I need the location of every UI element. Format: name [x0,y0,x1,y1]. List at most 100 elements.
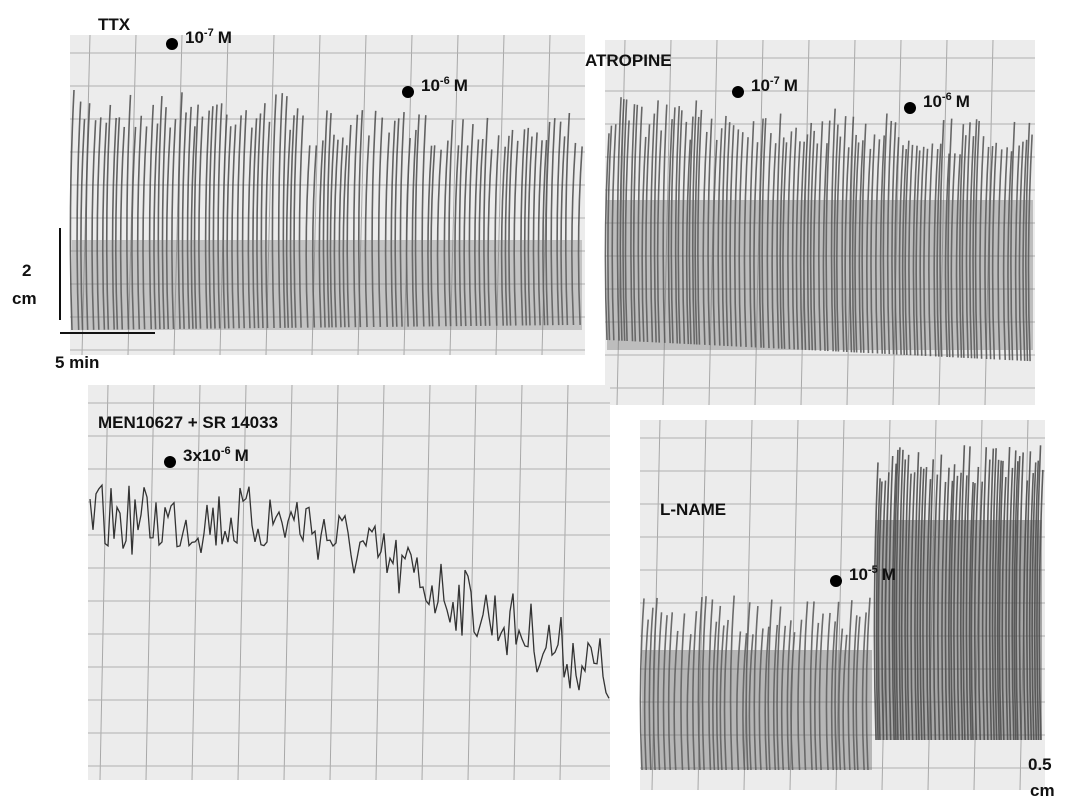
trace-stroke [939,120,945,357]
trace-stroke [114,117,121,330]
trace-stroke [1026,451,1032,741]
trace-stroke [780,625,787,771]
trace-stroke [1008,467,1014,741]
trace-stroke [542,139,548,326]
trace-stroke [981,447,988,741]
trace-stroke [776,113,782,349]
trace-stroke [662,615,668,771]
trace-stroke [761,118,767,348]
trace-stroke [894,137,900,355]
trace-stroke [985,459,991,741]
trace-stroke [342,145,348,328]
trace-stroke [806,122,813,351]
trace-stroke [972,119,978,359]
trace-stroke [637,106,643,342]
trace-stroke [265,121,271,329]
trace-stroke [719,625,725,771]
scale-unit: cm [1030,781,1055,800]
trace-stroke [947,118,953,358]
trace-stroke [76,101,82,330]
trace-band [642,650,872,770]
trace-stroke [305,145,311,328]
trace-stroke [749,121,755,348]
trace-stroke [384,132,390,327]
trace-stroke [771,143,777,349]
trace-stroke [984,146,990,360]
trace-stroke [919,146,925,356]
trace-stroke [1028,473,1035,741]
trace-stroke [941,481,947,741]
trace-stroke [888,455,894,741]
trace-stroke [1014,145,1021,361]
trace-stroke [748,634,754,771]
trace-stroke [948,480,954,741]
scale-unit: cm [12,289,37,308]
trace-stroke [904,454,910,741]
trace-stroke [697,109,703,345]
trace-stroke [550,118,556,326]
trace-stroke [779,137,785,349]
trace-stroke [830,108,836,352]
trace-stroke [767,599,773,771]
trace-stroke [537,140,543,326]
trace-stroke [630,104,636,342]
scale-value: 0.5 [1028,755,1052,774]
trace-stroke [624,120,630,342]
trace-stroke [448,119,454,327]
dose-label: 10-7 M [751,75,798,95]
trace-stroke [662,104,668,343]
trace-stroke [822,143,828,351]
trace-stroke [483,117,489,326]
dose-base: 10 [849,565,868,584]
trace-stroke [674,105,681,344]
trace-stroke [753,606,759,771]
trace-band [72,240,582,330]
trace-stroke [830,621,837,771]
trace-stroke [131,126,137,330]
trace-stroke [873,462,879,741]
trace-stroke [494,135,500,326]
dose-unit: M [454,76,468,95]
paper-grid [495,34,505,356]
trace-stroke [933,149,939,357]
trace-stroke [96,117,102,330]
scale-value: 2 [22,261,31,280]
trace-stroke [953,475,959,741]
trace-stroke [652,597,658,771]
dose-marker [732,86,744,98]
dose-base: 10 [751,76,770,95]
trace-stroke [994,459,1000,741]
trace-stroke [861,612,867,771]
trace-stroke [988,145,994,360]
trace-stroke [504,135,510,326]
trace-stroke [877,481,883,741]
trace-stroke [523,127,530,326]
trace-stroke [955,154,961,358]
trace-stroke [906,473,912,741]
trace-stroke [670,107,676,344]
trace-stroke [650,113,656,343]
trace-stroke [564,112,571,326]
paper-grid [191,384,201,781]
trace-stroke [968,482,974,741]
trace-stroke [974,120,980,359]
trace-stroke [399,112,405,327]
trace-stroke [901,149,908,355]
trace-stroke [198,116,204,329]
trace-stroke [944,467,950,741]
trace-stroke [697,597,703,771]
trace-band [876,520,1042,740]
trace-stroke [353,114,359,328]
dose-marker [164,456,176,468]
trace-stroke [959,445,966,741]
dose-exp: -6 [942,91,952,103]
trace-stroke [787,131,793,350]
trace-stroke [1031,462,1037,741]
trace-stroke [271,94,277,329]
trace-stroke [701,596,707,771]
trace-stroke [377,117,384,327]
paper-grid [375,384,385,781]
trace-stroke [858,140,864,353]
trace-stroke [532,132,538,326]
trace-stroke [875,139,881,354]
